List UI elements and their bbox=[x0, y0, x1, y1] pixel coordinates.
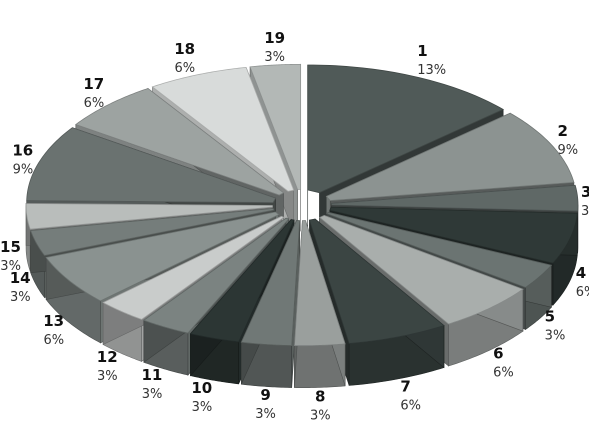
slice-value-1: 13% bbox=[417, 63, 446, 78]
slice-value-18: 6% bbox=[175, 61, 196, 76]
slice-label-2: 2 bbox=[557, 122, 567, 140]
slice-value-7: 6% bbox=[400, 398, 421, 413]
slice-value-8: 3% bbox=[310, 408, 331, 423]
slice-value-3: 3% bbox=[581, 204, 589, 219]
slice-label-11: 11 bbox=[141, 366, 162, 384]
slice-value-13: 6% bbox=[43, 333, 64, 348]
slice-value-19: 3% bbox=[264, 50, 285, 65]
slice-label-13: 13 bbox=[43, 312, 64, 330]
slice-value-11: 3% bbox=[142, 387, 163, 402]
slice-label-4: 4 bbox=[576, 264, 586, 282]
slice-value-15: 3% bbox=[0, 259, 21, 274]
slice-label-8: 8 bbox=[315, 387, 325, 405]
slice-label-16: 16 bbox=[12, 142, 33, 160]
pie-slice-9 bbox=[240, 219, 301, 388]
slice-label-12: 12 bbox=[97, 348, 118, 366]
slice-value-14: 3% bbox=[10, 290, 31, 305]
slice-label-9: 9 bbox=[260, 386, 270, 404]
slice-value-16: 9% bbox=[13, 163, 34, 178]
slice-value-4: 6% bbox=[576, 285, 589, 300]
slice-value-6: 6% bbox=[493, 365, 514, 380]
slice-label-14: 14 bbox=[10, 269, 31, 287]
slice-label-3: 3 bbox=[581, 183, 589, 201]
pie-slice-8 bbox=[293, 220, 346, 388]
slice-value-12: 3% bbox=[97, 369, 118, 384]
slice-label-17: 17 bbox=[83, 75, 104, 93]
slice-label-1: 1 bbox=[417, 42, 427, 60]
slice-value-10: 3% bbox=[192, 400, 213, 415]
slice-label-5: 5 bbox=[545, 308, 555, 326]
slice-label-15: 15 bbox=[0, 238, 21, 256]
slice-label-7: 7 bbox=[400, 377, 410, 395]
slice-label-10: 10 bbox=[191, 379, 212, 397]
slice-value-9: 3% bbox=[255, 407, 276, 422]
slice-value-5: 3% bbox=[545, 329, 566, 344]
slice-value-2: 9% bbox=[557, 143, 578, 158]
slice-label-18: 18 bbox=[174, 40, 195, 58]
slice-value-17: 6% bbox=[84, 96, 105, 111]
slice-label-19: 19 bbox=[264, 29, 285, 47]
slice-label-6: 6 bbox=[493, 344, 503, 362]
